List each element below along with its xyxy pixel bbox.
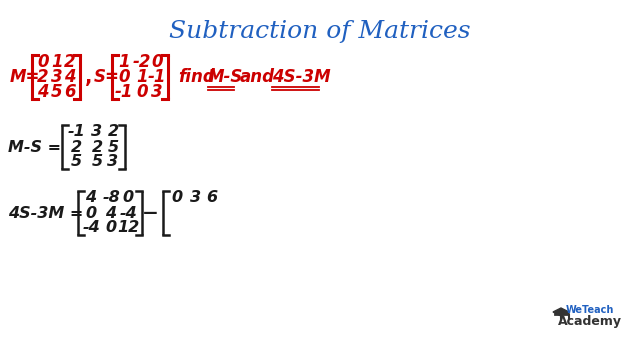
Text: 4S-3M =: 4S-3M = <box>8 206 83 220</box>
Text: 0: 0 <box>172 190 182 206</box>
Text: 0: 0 <box>136 83 148 101</box>
Text: -1: -1 <box>148 68 166 86</box>
Text: -2: -2 <box>132 53 151 71</box>
Text: 0: 0 <box>122 190 134 206</box>
Text: 3: 3 <box>151 83 163 101</box>
Text: 5: 5 <box>51 83 63 101</box>
Text: 3: 3 <box>51 68 63 86</box>
Text: 1: 1 <box>118 53 130 71</box>
Text: find: find <box>178 68 215 86</box>
Text: 0: 0 <box>106 220 116 235</box>
Polygon shape <box>553 308 569 316</box>
Text: 5: 5 <box>108 139 118 154</box>
Text: 12: 12 <box>117 220 139 235</box>
Text: 2: 2 <box>64 53 76 71</box>
Text: M=: M= <box>10 68 40 86</box>
Text: 1: 1 <box>136 68 148 86</box>
Text: Academy: Academy <box>558 315 622 328</box>
Text: 5: 5 <box>92 154 102 170</box>
Text: 0: 0 <box>37 53 49 71</box>
Text: ,: , <box>85 68 92 86</box>
Text: 2: 2 <box>70 139 81 154</box>
Text: -1: -1 <box>67 125 85 139</box>
Text: WeTeach: WeTeach <box>566 305 614 315</box>
Text: 2: 2 <box>92 139 102 154</box>
Text: −: − <box>141 203 159 222</box>
Text: M-S =: M-S = <box>8 139 61 154</box>
Text: 4: 4 <box>64 68 76 86</box>
Text: 2: 2 <box>108 125 118 139</box>
Text: 4: 4 <box>37 83 49 101</box>
Text: 3: 3 <box>191 190 202 206</box>
Text: M-S: M-S <box>208 68 243 86</box>
Text: 6: 6 <box>64 83 76 101</box>
Text: 3: 3 <box>92 125 102 139</box>
Text: and: and <box>240 68 275 86</box>
Text: -8: -8 <box>102 190 120 206</box>
Text: 6: 6 <box>207 190 218 206</box>
Text: 0: 0 <box>85 206 97 220</box>
Text: 0: 0 <box>151 53 163 71</box>
Text: 5: 5 <box>70 154 81 170</box>
Text: -4: -4 <box>119 206 137 220</box>
Text: 0: 0 <box>118 68 130 86</box>
Text: 4: 4 <box>85 190 97 206</box>
Text: 4: 4 <box>106 206 116 220</box>
Text: Subtraction of Matrices: Subtraction of Matrices <box>169 20 471 43</box>
Text: 3: 3 <box>108 154 118 170</box>
Text: -4: -4 <box>82 220 100 235</box>
Text: 2: 2 <box>37 68 49 86</box>
Text: 4S-3M: 4S-3M <box>272 68 331 86</box>
Text: 1: 1 <box>51 53 63 71</box>
Text: S=: S= <box>94 68 120 86</box>
Text: -1: -1 <box>115 83 133 101</box>
